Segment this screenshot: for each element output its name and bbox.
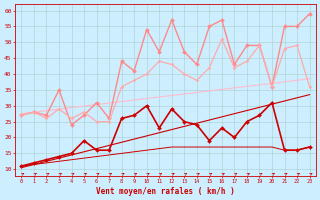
X-axis label: Vent moyen/en rafales ( km/h ): Vent moyen/en rafales ( km/h ) bbox=[96, 187, 235, 196]
